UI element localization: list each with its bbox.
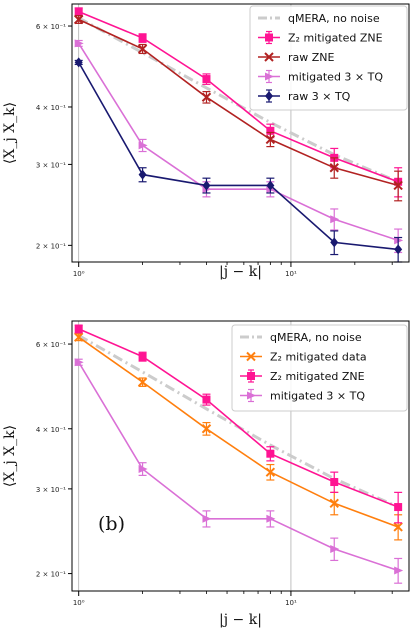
legend-label: mitigated 3 × TQ [288,71,383,84]
data-point [138,34,147,43]
data-point [202,75,211,84]
data-point [266,514,276,523]
data-point [74,57,83,68]
series-line [78,361,399,572]
data-point [138,464,148,473]
y-tick-label: 3 × 10⁻¹ [36,161,66,169]
axes-frame [71,3,410,263]
y-tick-label: 6 × 10⁻¹ [36,23,66,31]
data-point [74,39,84,48]
panel-annotation: (b) [98,513,125,535]
data-point [202,180,211,191]
data-point [330,544,340,553]
legend-z2_data-marker [246,351,256,362]
y-axis-label: ⟨X_j X_k⟩ [2,102,18,164]
data-point [266,180,275,191]
series-line [78,336,399,528]
legend-label: raw ZNE [288,51,335,64]
data-point [138,169,147,180]
y-tick-label: 6 × 10⁻¹ [36,341,66,349]
legend-label: Z₂ mitigated ZNE [270,370,365,383]
legend-box [249,5,408,111]
data-point [74,324,83,333]
data-point [73,332,84,342]
data-point [394,244,403,255]
data-point [74,7,83,16]
data-point [329,163,339,173]
legend-z2_zne-marker [265,33,273,42]
legend-box [231,324,408,412]
legend-z2_zne-marker [247,372,255,380]
data-point [74,358,84,367]
series-mit3tq [74,358,404,584]
data-point [329,498,339,508]
data-point [138,352,147,361]
series-line [78,10,399,183]
y-tick-label: 3 × 10⁻¹ [36,486,66,494]
series-z2_zne [74,324,403,524]
series-line [78,328,399,508]
legend-label: raw 3 × TQ [288,90,351,103]
data-point [266,126,275,135]
y-tick-label: 4 × 10⁻¹ [36,426,66,434]
data-point [393,522,403,532]
data-point [394,503,403,512]
legend-label: Z₂ mitigated data [270,351,367,364]
data-point [330,215,340,224]
y-axis-label: ⟨X_j X_k⟩ [2,425,18,487]
data-point [138,141,148,150]
legend-label: qMERA, no noise [288,12,380,25]
data-point [330,478,339,487]
data-point [201,92,212,102]
data-point [73,14,84,25]
data-point [330,237,339,248]
axes-frame [71,320,410,592]
x-axis-label: |j − k| [219,264,262,280]
y-tick-label: 4 × 10⁻¹ [36,104,66,112]
legend-label: qMERA, no noise [270,331,362,344]
data-point [265,467,276,477]
chart-panel-1: 10⁰ 10¹ 6 × 10⁻¹ 4 × 10⁻¹ 3 × 10⁻¹ 2 × 10⁻¹ |j… [2,3,410,280]
series-line [78,42,399,242]
series-line [78,62,399,251]
x-tick-label: 10¹ [285,599,297,607]
series-z2_data [73,332,403,541]
legend-label: mitigated 3 × TQ [270,390,365,403]
data-point [266,449,275,458]
x-tick-label: 10⁰ [73,270,85,278]
x-tick-label: 10¹ [285,270,297,278]
legend-raw3tq-marker [265,91,273,101]
legend-raw_zne-marker [264,52,274,62]
legend-mit3tq-marker [265,72,274,81]
y-tick-label: 2 × 10⁻¹ [36,571,66,579]
data-point [394,566,404,575]
data-point [202,514,212,523]
legend: qMERA, no noise Z₂ mitigated data Z₂ mitig… [231,324,408,412]
data-point [201,424,212,434]
x-axis-label: |j − k| [219,612,262,628]
data-point [393,180,403,191]
series-line [78,18,399,187]
legend-label: Z₂ mitigated ZNE [288,32,383,45]
y-tick-label: 2 × 10⁻¹ [36,242,66,250]
legend-mit3tq-marker [247,391,256,400]
x-tick-label: 10⁰ [73,599,85,607]
data-point [137,44,148,54]
series-raw_zne [73,14,403,202]
legend: qMERA, no noise Z₂ mitigated ZNE raw ZNE mi… [249,5,408,111]
data-point [265,134,276,145]
data-point [137,377,148,387]
chart-panel-2: 10⁰ 10¹ 6 × 10⁻¹ 4 × 10⁻¹ 3 × 10⁻¹ 2 × 10⁻¹ |j… [2,320,410,628]
data-point [202,395,211,404]
